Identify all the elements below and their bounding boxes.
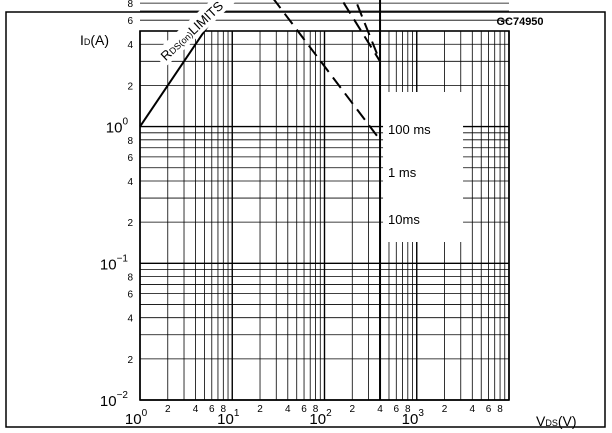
- x-minor-tick-label: 8: [313, 404, 319, 415]
- annotation-10ms: 10ms: [388, 212, 420, 227]
- x-minor-tick-label: 8: [405, 404, 411, 415]
- x-minor-tick-label: 8: [497, 404, 503, 415]
- y-minor-tick-label: 2: [127, 355, 133, 366]
- x-major-tick-label: 103: [402, 408, 425, 428]
- y-minor-tick-label: 6: [127, 16, 133, 27]
- x-axis-unit: (V): [558, 413, 577, 429]
- x-major-tick-label: 100: [125, 408, 148, 428]
- y-minor-tick-label: 2: [127, 218, 133, 229]
- y-axis-title: ID(A): [80, 32, 109, 48]
- annotation-1ms: 1 ms: [388, 165, 417, 180]
- dashed-limit-line: [273, 0, 381, 141]
- x-minor-tick-label: 6: [394, 404, 400, 415]
- y-major-tick-label: 100: [106, 117, 129, 137]
- y-minor-tick-label: 4: [127, 314, 133, 325]
- y-minor-tick-label: 8: [127, 0, 133, 10]
- y-major-tick-label: 10−1: [100, 253, 129, 273]
- y-minor-tick-label: 4: [127, 177, 133, 188]
- tick-labels: 10−210−110010124682468246824100101102103…: [100, 0, 503, 428]
- y-axis-unit: (A): [90, 32, 109, 48]
- x-axis-symbol: V: [536, 413, 546, 429]
- x-minor-tick-label: 6: [209, 404, 215, 415]
- x-minor-tick-label: 2: [257, 404, 263, 415]
- y-minor-tick-label: 6: [127, 153, 133, 164]
- y-axis-symbol: I: [80, 32, 84, 48]
- outer-frame: [5, 11, 606, 428]
- figure-code: GC74950: [496, 16, 543, 28]
- x-minor-tick-label: 2: [349, 404, 355, 415]
- rds-on-limit-line: [139, 0, 227, 128]
- y-major-tick-label: 10−2: [100, 390, 129, 410]
- y-minor-tick-label: 6: [127, 290, 133, 301]
- x-minor-tick-label: 2: [442, 404, 448, 415]
- plot-border: [139, 30, 510, 401]
- x-axis-title: VDS(V): [536, 413, 577, 429]
- rds-label-background: [153, 0, 248, 67]
- x-minor-tick-label: 4: [285, 404, 291, 415]
- x-major-tick-label: 102: [309, 408, 332, 428]
- x-minor-tick-label: 4: [470, 404, 476, 415]
- x-minor-tick-label: 8: [221, 404, 227, 415]
- x-minor-tick-label: 6: [301, 404, 307, 415]
- x-minor-tick-label: 4: [377, 404, 383, 415]
- y-minor-tick-label: 2: [127, 81, 133, 92]
- annotation-panel: [383, 92, 464, 242]
- y-minor-tick-label: 8: [127, 136, 133, 147]
- y-axis-subscript: D: [84, 37, 91, 47]
- x-minor-tick-label: 2: [165, 404, 171, 415]
- x-axis-subscript: DS: [545, 418, 558, 428]
- y-minor-tick-label: 4: [127, 40, 133, 51]
- plot-lines: [139, 0, 382, 400]
- annotation-100ms: 100 ms: [388, 122, 431, 137]
- x-minor-tick-label: 6: [486, 404, 492, 415]
- x-minor-tick-label: 4: [193, 404, 199, 415]
- y-minor-tick-label: 8: [127, 273, 133, 284]
- x-major-tick-label: 101: [217, 408, 240, 428]
